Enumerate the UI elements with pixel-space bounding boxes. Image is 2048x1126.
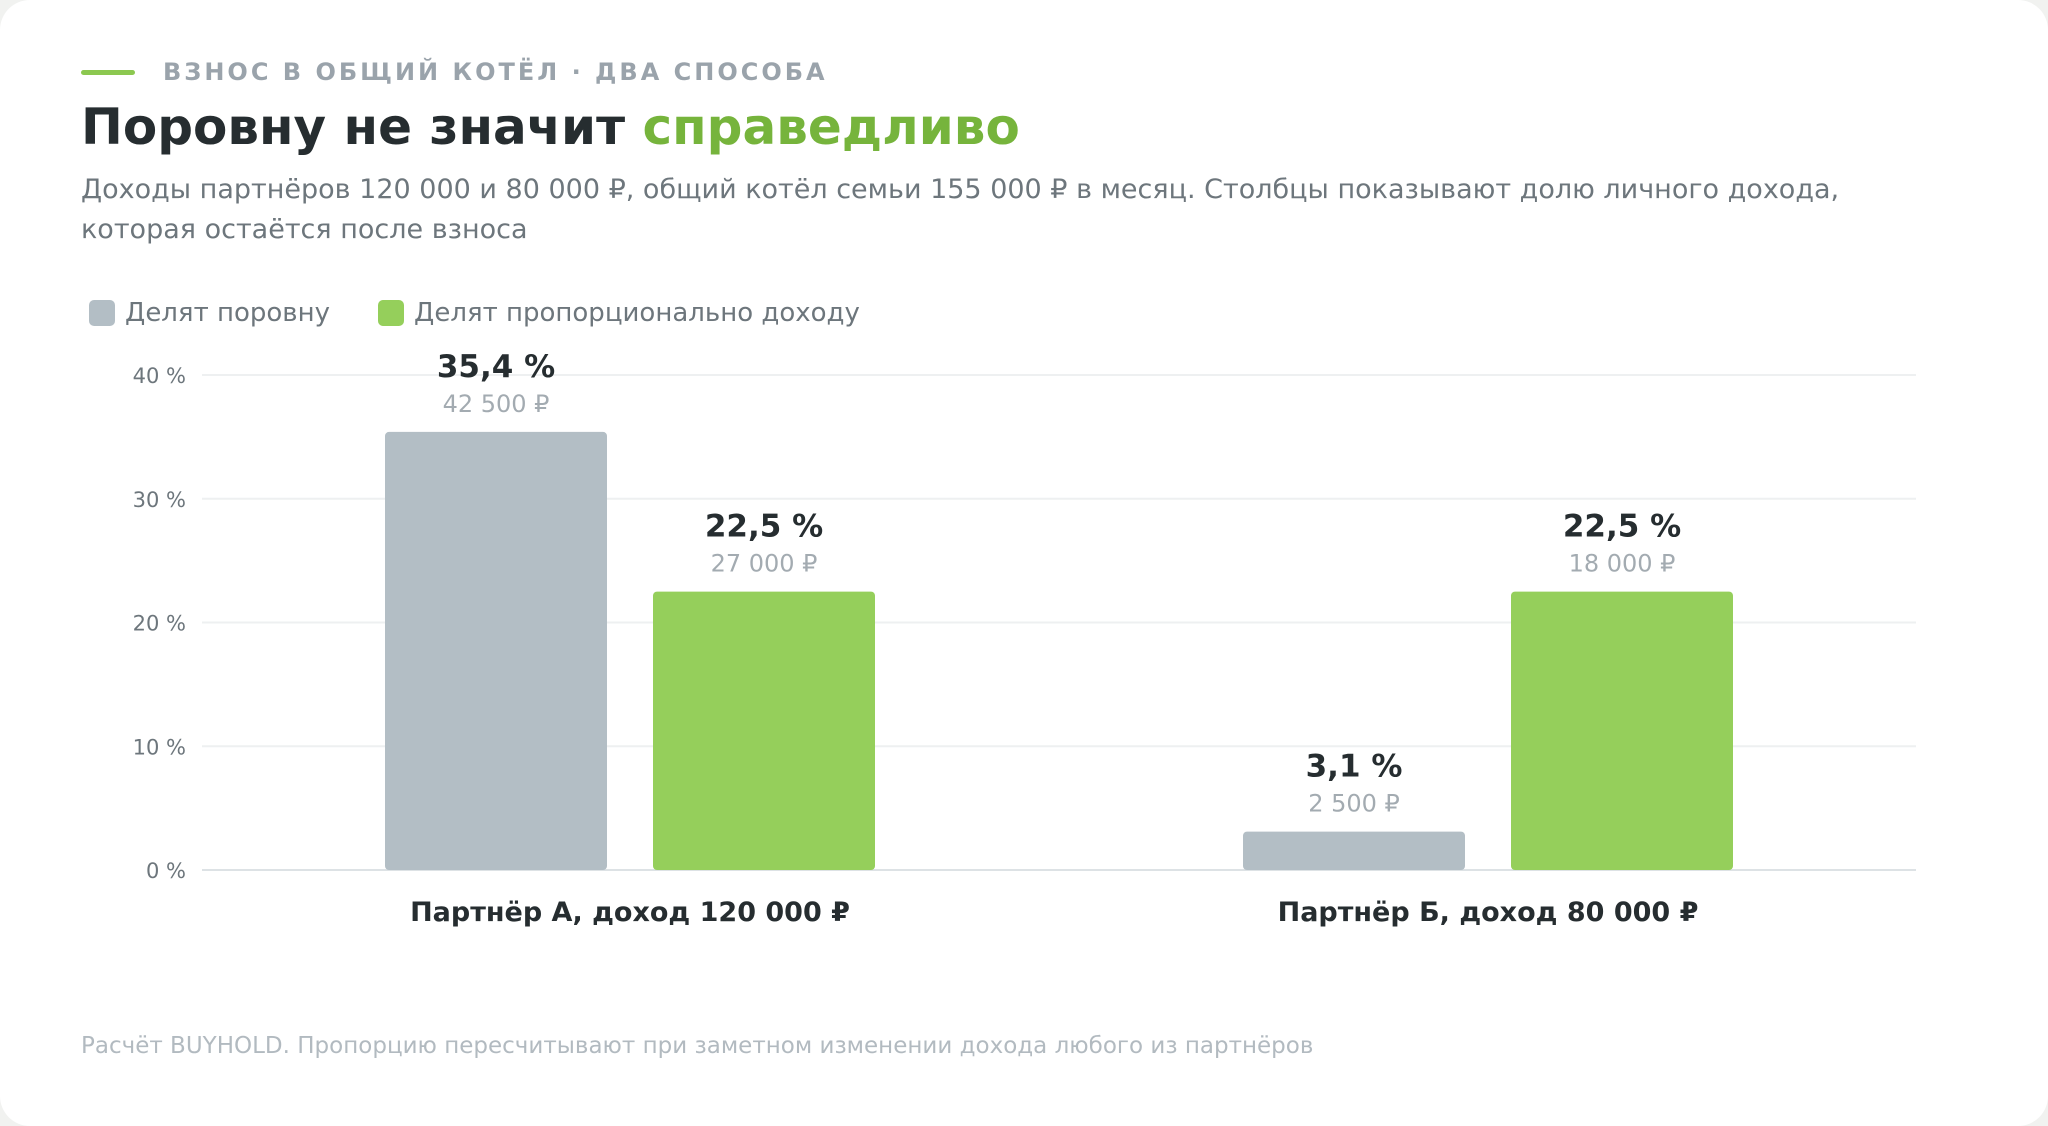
legend-label-equal: Делят поровну: [125, 298, 331, 328]
title-accent: справедливо: [642, 98, 1020, 156]
chart-title: Поровну не значит справедливо: [81, 98, 1020, 156]
bar-amount-label: 18 000 ₽: [1569, 550, 1676, 578]
legend-swatch-proportional: [378, 300, 405, 326]
legend-item-equal: Делят поровну: [89, 298, 330, 328]
y-tick-label: 0 %: [146, 859, 186, 883]
title-main: Поровну не значит: [81, 98, 626, 156]
bar: [653, 591, 875, 870]
bar-amount-label: 42 500 ₽: [443, 390, 550, 418]
bar-value-label: 22,5 %: [705, 509, 823, 545]
bar-amount-label: 27 000 ₽: [711, 550, 818, 578]
eyebrow-accent-line: [81, 69, 135, 75]
bar-amount-label: 2 500 ₽: [1308, 790, 1400, 818]
legend-swatch-equal: [89, 300, 115, 326]
bar-value-label: 22,5 %: [1563, 509, 1681, 545]
x-category-label: Партнёр А, доход 120 000 ₽: [410, 897, 850, 928]
legend: Делят поровну Делят пропорционально дохо…: [89, 298, 908, 328]
footnote: Расчёт BUYHOLD. Пропорцию пересчитывают …: [81, 1033, 1314, 1059]
legend-item-proportional: Делят пропорционально доходу: [378, 298, 860, 328]
legend-label-proportional: Делят пропорционально доходу: [414, 298, 860, 328]
x-category-label: Партнёр Б, доход 80 000 ₽: [1278, 897, 1699, 928]
y-tick-label: 40 %: [133, 364, 186, 388]
y-tick-label: 10 %: [133, 735, 186, 759]
y-tick-label: 20 %: [133, 612, 186, 636]
y-tick-label: 30 %: [133, 488, 186, 512]
eyebrow: ВЗНОС В ОБЩИЙ КОТЁЛ · ДВА СПОСОБА: [81, 58, 828, 86]
bar: [1511, 591, 1733, 870]
bar-chart: 0 % 10 % 20 % 30 % 40 % 35,4 % 42 500 ₽ 22,5 % 2…: [133, 349, 1916, 928]
chart-subtitle: Доходы партнёров 120 000 и 80 000 ₽, общ…: [81, 174, 1840, 245]
bar: [1243, 831, 1465, 870]
bar-value-label: 35,4 %: [437, 349, 555, 385]
bar: [385, 431, 607, 870]
bar-value-label: 3,1 %: [1306, 749, 1403, 785]
eyebrow-text: ВЗНОС В ОБЩИЙ КОТЁЛ · ДВА СПОСОБА: [163, 58, 828, 86]
